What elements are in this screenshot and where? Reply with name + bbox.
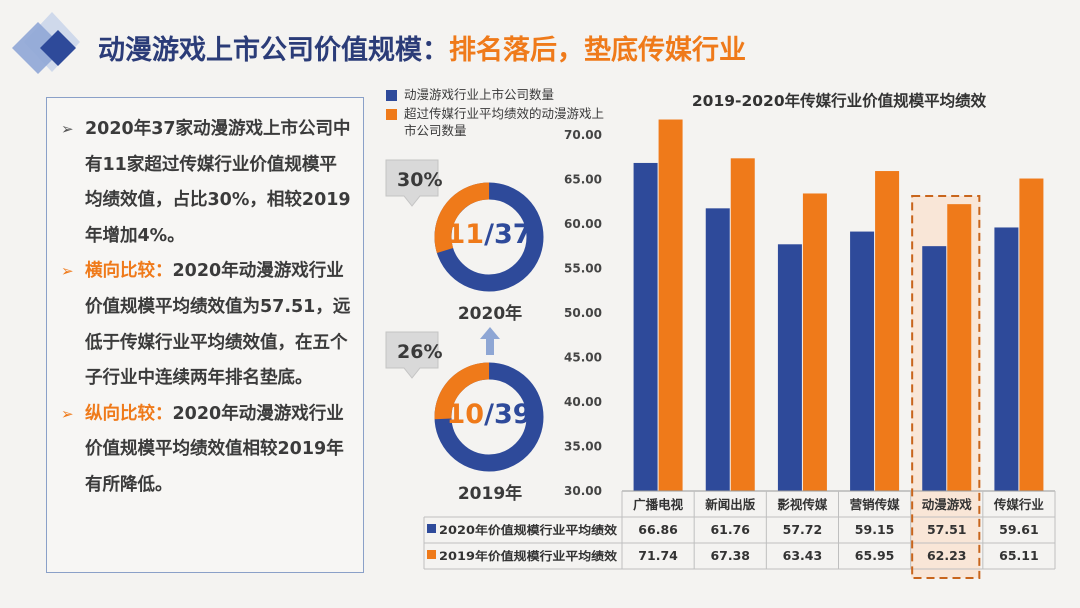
y-tick-label: 35.00 <box>564 440 602 454</box>
callout-2019-percent: 26% <box>397 341 443 363</box>
bar-2019 <box>802 193 827 491</box>
page-title: 动漫游戏上市公司价值规模：排名落后，垫底传媒行业 <box>98 28 746 67</box>
bar-2019 <box>658 119 683 491</box>
summary-paragraph-2-heading: 横向比较： <box>85 261 173 282</box>
table-value-label: 65.95 <box>855 548 895 563</box>
table-value-label: 62.23 <box>927 548 967 563</box>
x-category-label: 新闻出版 <box>705 497 756 512</box>
chart-title: 2019-2020年传媒行业价值规模平均绩效 <box>691 92 987 110</box>
bar-2019 <box>730 158 755 491</box>
donut-hole <box>452 200 526 274</box>
bullet-arrow-icon: ➢ <box>61 120 74 138</box>
bar-2020 <box>994 227 1019 491</box>
y-tick-label: 40.00 <box>564 395 602 409</box>
legend-item-total: 动漫游戏行业上市公司数量 <box>386 86 604 103</box>
table-value-label: 67.38 <box>710 548 750 563</box>
donut-2020-exceed-count: 11 <box>446 219 485 250</box>
up-arrow-icon <box>480 327 500 355</box>
y-tick-label: 70.00 <box>564 128 602 142</box>
table-value-label: 71.74 <box>638 548 678 563</box>
donut-chart-2020 <box>434 182 544 292</box>
x-category-label: 营销传媒 <box>850 497 901 512</box>
legend-swatch-orange <box>386 109 397 120</box>
table-value-label: 57.72 <box>783 522 823 537</box>
donut-2020-center-label: 11/37 <box>434 219 544 250</box>
x-category-label: 传媒行业 <box>993 497 1045 512</box>
summary-paragraph-3: ➢ 纵向比较：2020年动漫游戏行业价值规模平均绩效值相较2019年有所降低。 <box>61 397 353 504</box>
donut-2020-total-count: 37 <box>493 219 532 250</box>
table-series-name: 2020年价值规模行业平均绩效 <box>439 523 618 537</box>
y-tick-label: 30.00 <box>564 484 602 498</box>
bar-2019 <box>875 171 900 492</box>
page-title-highlight: 排名落后，垫底传媒行业 <box>449 35 746 66</box>
bar-2020 <box>922 246 947 491</box>
table-value-label: 65.11 <box>999 548 1039 563</box>
bullet-arrow-icon: ➢ <box>61 262 74 281</box>
bar-2020 <box>777 244 802 491</box>
summary-paragraph-1: ➢ 2020年37家动漫游戏上市公司中有11家超过传媒行业价值规模平均绩效值，占… <box>61 112 353 254</box>
summary-paragraph-3-text: 2020年动漫游戏行业价值规模平均绩效值相较2019年有所降低。 <box>85 403 344 495</box>
bar-2020 <box>633 162 658 492</box>
bullet-arrow-icon: ➢ <box>61 404 74 423</box>
table-value-label: 59.61 <box>999 522 1039 537</box>
bar-2019 <box>947 204 972 491</box>
table-legend-swatch <box>427 550 436 559</box>
summary-text-panel: ➢ 2020年37家动漫游戏上市公司中有11家超过传媒行业价值规模平均绩效值，占… <box>46 97 364 573</box>
y-tick-label: 60.00 <box>564 217 602 231</box>
table-value-label: 57.51 <box>927 522 967 537</box>
bar-2019 <box>1019 178 1044 491</box>
summary-paragraph-1-text: 2020年37家动漫游戏上市公司中有11家超过传媒行业价值规模平均绩效值，占比3… <box>85 119 351 246</box>
donut-hole <box>452 380 526 454</box>
donut-chart-2019 <box>434 362 544 472</box>
summary-paragraph-2-text: 2020年动漫游戏行业价值规模平均绩效值为57.51，远低于传媒行业平均绩效值，… <box>85 261 351 389</box>
donut-2020-separator: / <box>484 219 494 250</box>
donut-2019-exceed-count: 10 <box>446 399 485 430</box>
table-value-label: 63.43 <box>783 548 823 563</box>
legend-label-total: 动漫游戏行业上市公司数量 <box>404 87 555 102</box>
legend-swatch-blue <box>386 90 397 101</box>
highlight-dashed-box <box>911 195 981 579</box>
table-value-label: 59.15 <box>855 522 895 537</box>
table-series-name: 2019年价值规模行业平均绩效 <box>439 549 618 563</box>
x-category-label: 广播电视 <box>633 497 684 512</box>
donut-2019-center-label: 10/39 <box>434 399 544 430</box>
legend-label-exceed: 超过传媒行业平均绩效的动漫游戏上市公司数量 <box>404 106 605 138</box>
callout-bubbles <box>385 159 439 379</box>
x-category-label: 动漫游戏 <box>922 497 973 512</box>
decorative-diamonds <box>12 12 80 74</box>
table-legend-swatch <box>427 524 436 533</box>
bar-2020 <box>705 208 730 491</box>
donut-exceed-arc <box>434 362 544 472</box>
donut-2019-separator: / <box>484 399 494 430</box>
legend-item-exceed: 超过传媒行业平均绩效的动漫游戏上市公司数量 <box>386 105 604 139</box>
page-title-main: 动漫游戏上市公司价值规模： <box>98 35 449 66</box>
callout-2020-percent: 30% <box>397 169 443 191</box>
y-tick-label: 50.00 <box>564 306 602 320</box>
bar-2020 <box>850 231 875 491</box>
y-tick-label: 45.00 <box>564 351 602 365</box>
summary-paragraph-3-heading: 纵向比较： <box>85 403 173 424</box>
y-tick-label: 55.00 <box>564 262 602 276</box>
y-tick-label: 65.00 <box>564 173 602 187</box>
donut-2019-year: 2019年 <box>457 484 523 504</box>
donut-2020-year: 2020年 <box>457 304 523 324</box>
table-value-label: 66.86 <box>638 522 678 537</box>
x-category-label: 影视传媒 <box>777 497 828 512</box>
summary-paragraph-2: ➢ 横向比较：2020年动漫游戏行业价值规模平均绩效值为57.51，远低于传媒行… <box>61 254 353 396</box>
table-value-label: 61.76 <box>710 522 750 537</box>
donut-legend: 动漫游戏行业上市公司数量 超过传媒行业平均绩效的动漫游戏上市公司数量 <box>386 86 604 141</box>
donut-2019-total-count: 39 <box>493 399 532 430</box>
